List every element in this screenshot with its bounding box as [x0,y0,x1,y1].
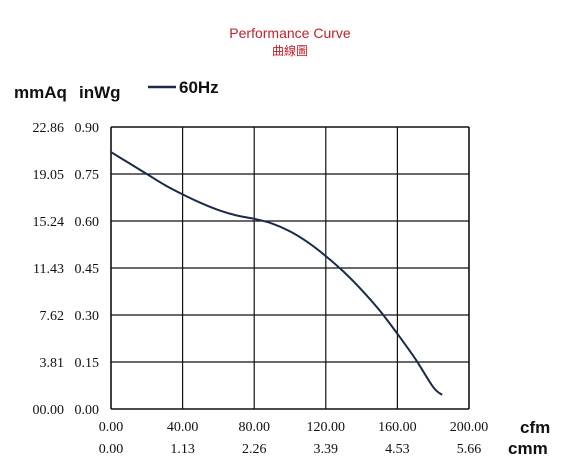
tick-label-mmaq: 00.00 [33,403,65,418]
series-line-60hz [110,151,443,396]
tick-label-inwg: 0.90 [75,121,100,136]
tick-label-mmaq: 3.81 [40,356,65,371]
tick-label-cmm: 3.39 [314,442,339,457]
tick-label-mmaq: 22.86 [33,121,65,136]
tick-label-cfm: 40.00 [167,420,199,435]
x-unit-cfm: cfm [520,418,550,437]
grid [110,126,470,410]
tick-label-inwg: 0.60 [75,215,100,230]
tick-label-inwg: 0.75 [75,168,100,183]
tick-label-cmm: 0.00 [99,442,124,457]
tick-label-cmm: 5.66 [457,442,482,457]
chart-title: Performance Curve [229,25,351,41]
tick-label-cfm: 200.00 [450,420,489,435]
tick-label-inwg: 0.30 [75,309,100,324]
tick-label-inwg: 0.45 [75,262,100,277]
tick-label-cfm: 0.00 [99,420,124,435]
legend-label-60hz: 60Hz [179,78,219,97]
tick-label-cfm: 120.00 [307,420,346,435]
tick-label-mmaq: 15.24 [33,215,65,230]
y-unit-mmaq: mmAq [14,83,67,102]
tick-label-inwg: 0.00 [75,403,100,418]
tick-labels: 22.86 0.90 19.05 0.75 15.24 0.60 11.43 0.45 7.62… [33,121,489,457]
tick-label-mmaq: 7.62 [40,309,65,324]
y-unit-inwg: inWg [79,83,121,102]
tick-label-cmm: 1.13 [170,442,195,457]
chart-subtitle: 曲線圖 [272,43,308,58]
tick-label-cmm: 2.26 [242,442,267,457]
tick-label-cfm: 80.00 [238,420,270,435]
tick-label-cfm: 160.00 [378,420,417,435]
tick-label-mmaq: 11.43 [33,262,64,277]
tick-label-cmm: 4.53 [385,442,410,457]
tick-label-mmaq: 19.05 [33,168,65,183]
x-unit-cmm: cmm [508,439,548,458]
tick-label-inwg: 0.15 [75,356,100,371]
